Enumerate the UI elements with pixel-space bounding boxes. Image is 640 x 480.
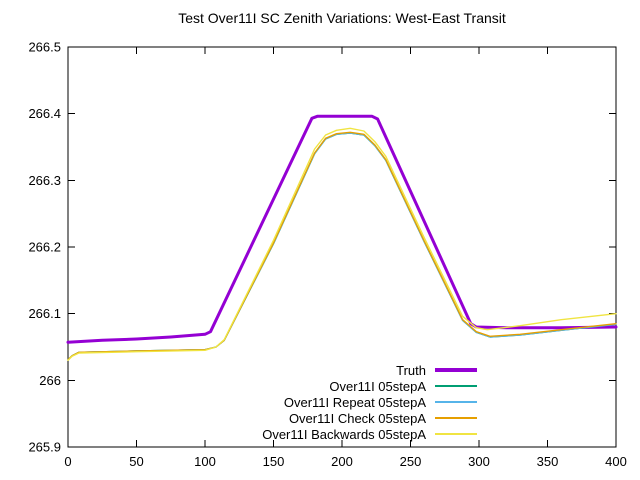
legend-entry-over11i-repeat-05stepa: Over11I Repeat 05stepA	[284, 394, 477, 410]
x-tick-label: 150	[263, 454, 285, 469]
legend-label: Truth	[396, 362, 426, 378]
y-tick-label: 265.9	[28, 440, 61, 455]
x-tick-label: 400	[605, 454, 627, 469]
legend-label: Over11I 05stepA	[329, 378, 426, 394]
x-tick-label: 100	[194, 454, 216, 469]
legend-label: Over11I Repeat 05stepA	[283, 394, 426, 410]
x-tick-label: 200	[331, 454, 353, 469]
series-line-3	[67, 131, 617, 361]
legend-line-sample	[435, 368, 477, 372]
legend-entry-over11i-check-05stepa: Over11I Check 05stepA	[289, 410, 477, 426]
x-tick-label: 0	[64, 454, 71, 469]
series-line-1	[67, 132, 617, 361]
y-tick-label: 266.4	[28, 106, 61, 121]
series-line-2	[67, 132, 617, 361]
legend-line-sample	[435, 433, 477, 435]
y-tick-label: 266	[39, 373, 61, 388]
x-tick-label: 250	[400, 454, 422, 469]
x-tick-label: 300	[468, 454, 490, 469]
series-line-0	[66, 114, 618, 344]
x-tick-label: 50	[129, 454, 143, 469]
x-tick-label: 350	[537, 454, 559, 469]
y-tick-label: 266.2	[28, 240, 61, 255]
y-tick-label: 266.5	[28, 40, 61, 55]
legend: Truth Over11I 05stepA Over11I Repeat 05s…	[262, 362, 477, 442]
legend-line-sample	[435, 417, 477, 419]
legend-line-sample	[435, 401, 477, 403]
legend-entry-truth: Truth	[396, 362, 477, 378]
legend-label: Over11I Check 05stepA	[288, 410, 426, 426]
chart-title: Test Over11I SC Zenith Variations: West-…	[178, 10, 506, 26]
legend-label: Over11I Backwards 05stepA	[262, 426, 426, 442]
legend-line-sample	[435, 385, 477, 387]
y-tick-label: 266.3	[28, 173, 61, 188]
y-tick-label: 266.1	[28, 306, 61, 321]
legend-entry-over11i-05stepa: Over11I 05stepA	[329, 378, 477, 394]
series-line-4	[67, 127, 617, 361]
legend-entry-over11i-backwards-05stepa: Over11I Backwards 05stepA	[262, 426, 477, 442]
